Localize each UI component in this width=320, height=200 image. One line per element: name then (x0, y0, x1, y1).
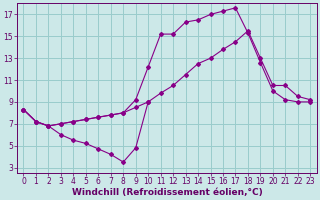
X-axis label: Windchill (Refroidissement éolien,°C): Windchill (Refroidissement éolien,°C) (72, 188, 262, 197)
